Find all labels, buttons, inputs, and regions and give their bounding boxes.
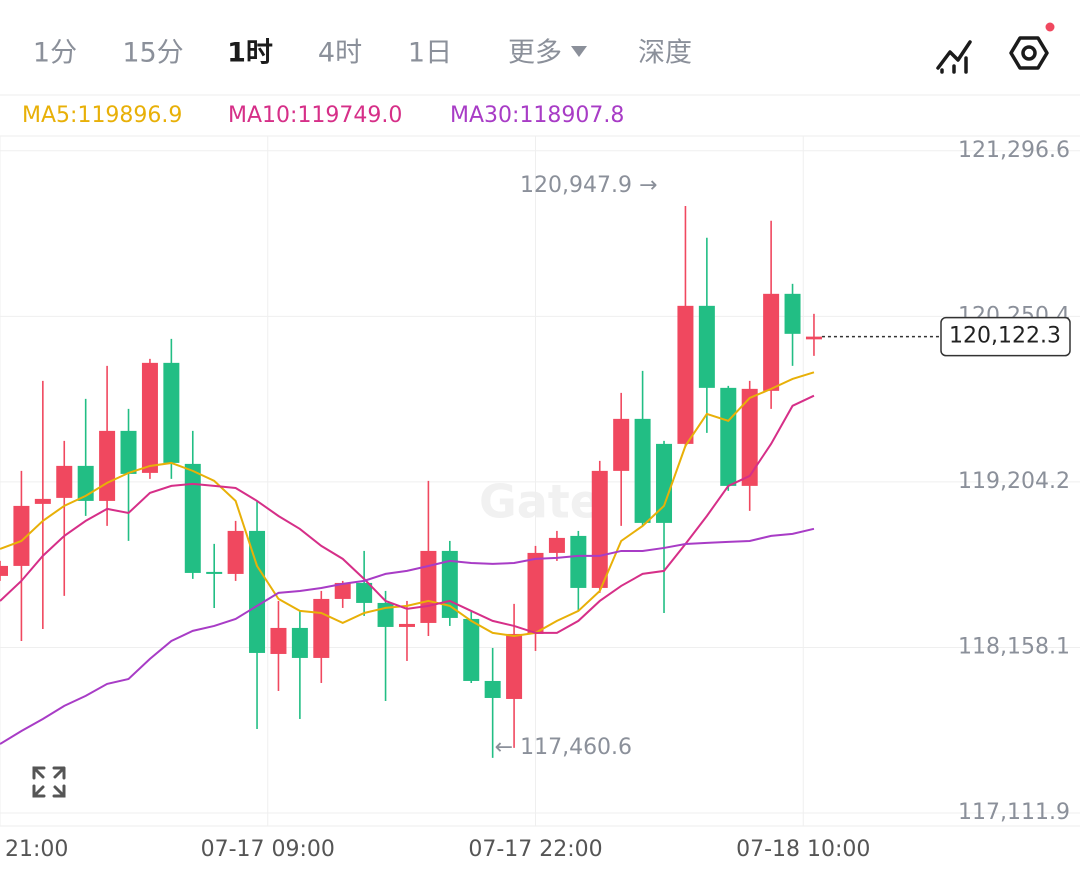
- fullscreen-icon[interactable]: [32, 766, 66, 798]
- watermark: Gate: [479, 475, 601, 529]
- candle-body: [720, 387, 737, 486]
- ma-line: [0, 394, 815, 634]
- candle-body: [99, 430, 116, 501]
- candle-body: [13, 505, 30, 566]
- indicator-icon[interactable]: [936, 40, 972, 74]
- candle-body: [313, 598, 330, 658]
- candle-body: [141, 362, 158, 473]
- candle-body: [420, 550, 437, 623]
- y-tick-label: 118,158.1: [958, 634, 1070, 659]
- candle-body: [548, 537, 565, 553]
- candle-body: [506, 633, 523, 699]
- candle-body: [763, 293, 780, 391]
- candle-body: [0, 565, 8, 576]
- candle-body: [784, 293, 801, 334]
- candle-body: [120, 430, 137, 474]
- high-label: 120,947.9 →: [520, 173, 657, 198]
- x-tick-label: 07-18 10:00: [736, 837, 870, 862]
- low-label: ← 117,460.6: [495, 735, 632, 760]
- timeframe-tab[interactable]: 4时: [318, 38, 362, 69]
- candle-body: [741, 388, 758, 486]
- candle-body: [291, 627, 308, 658]
- timeframe-tab[interactable]: 更多: [508, 38, 562, 69]
- candle-body: [570, 535, 587, 588]
- ma-legend: MA5:119896.9: [22, 103, 182, 128]
- candle-body: [656, 443, 673, 523]
- dropdown-caret: [571, 46, 587, 57]
- ma-line: [0, 371, 815, 637]
- candle-body: [34, 498, 51, 504]
- timeframe-tab[interactable]: 1时: [227, 38, 273, 69]
- timeframe-tab[interactable]: 1日: [408, 38, 452, 69]
- timeframe-tab[interactable]: 深度: [638, 38, 692, 69]
- last-price-label: 120,122.3: [949, 324, 1061, 349]
- timeframe-tab[interactable]: 15分: [122, 38, 183, 69]
- candle-body: [56, 465, 73, 498]
- ma-legend: MA30:118907.8: [450, 103, 624, 128]
- candle-body: [356, 582, 373, 603]
- settings-icon[interactable]: [1009, 22, 1055, 70]
- candle-body: [613, 418, 630, 471]
- candle-body: [184, 463, 201, 573]
- candle-body: [698, 305, 715, 388]
- x-tick-label: 07-17 22:00: [468, 837, 602, 862]
- timeframe-tab[interactable]: 1分: [33, 38, 77, 69]
- candle-body: [334, 582, 351, 599]
- y-tick-label: 119,204.2: [958, 469, 1070, 494]
- x-tick-label: 07-17 09:00: [201, 837, 335, 862]
- candle-body: [227, 530, 244, 574]
- candle-body: [677, 305, 694, 444]
- candle-body: [270, 627, 287, 654]
- y-tick-label: 121,296.6: [958, 138, 1070, 163]
- ma-legend: MA10:119749.0: [228, 103, 402, 128]
- candle-body: [249, 530, 266, 653]
- y-tick-label: 117,111.9: [958, 800, 1070, 825]
- candle-body: [527, 552, 544, 634]
- candle-body: [77, 465, 94, 501]
- candle-body: [206, 571, 223, 574]
- x-tick-label: 21:00: [5, 837, 68, 862]
- last-price-box: [940, 316, 1071, 357]
- candle-body: [634, 418, 651, 523]
- candle-body: [805, 336, 822, 340]
- ma-line: [0, 527, 815, 745]
- candle-body: [591, 470, 608, 588]
- candle-body: [463, 618, 480, 681]
- candle-body: [484, 680, 501, 698]
- candle-body: [163, 362, 180, 463]
- candle-body: [398, 623, 415, 627]
